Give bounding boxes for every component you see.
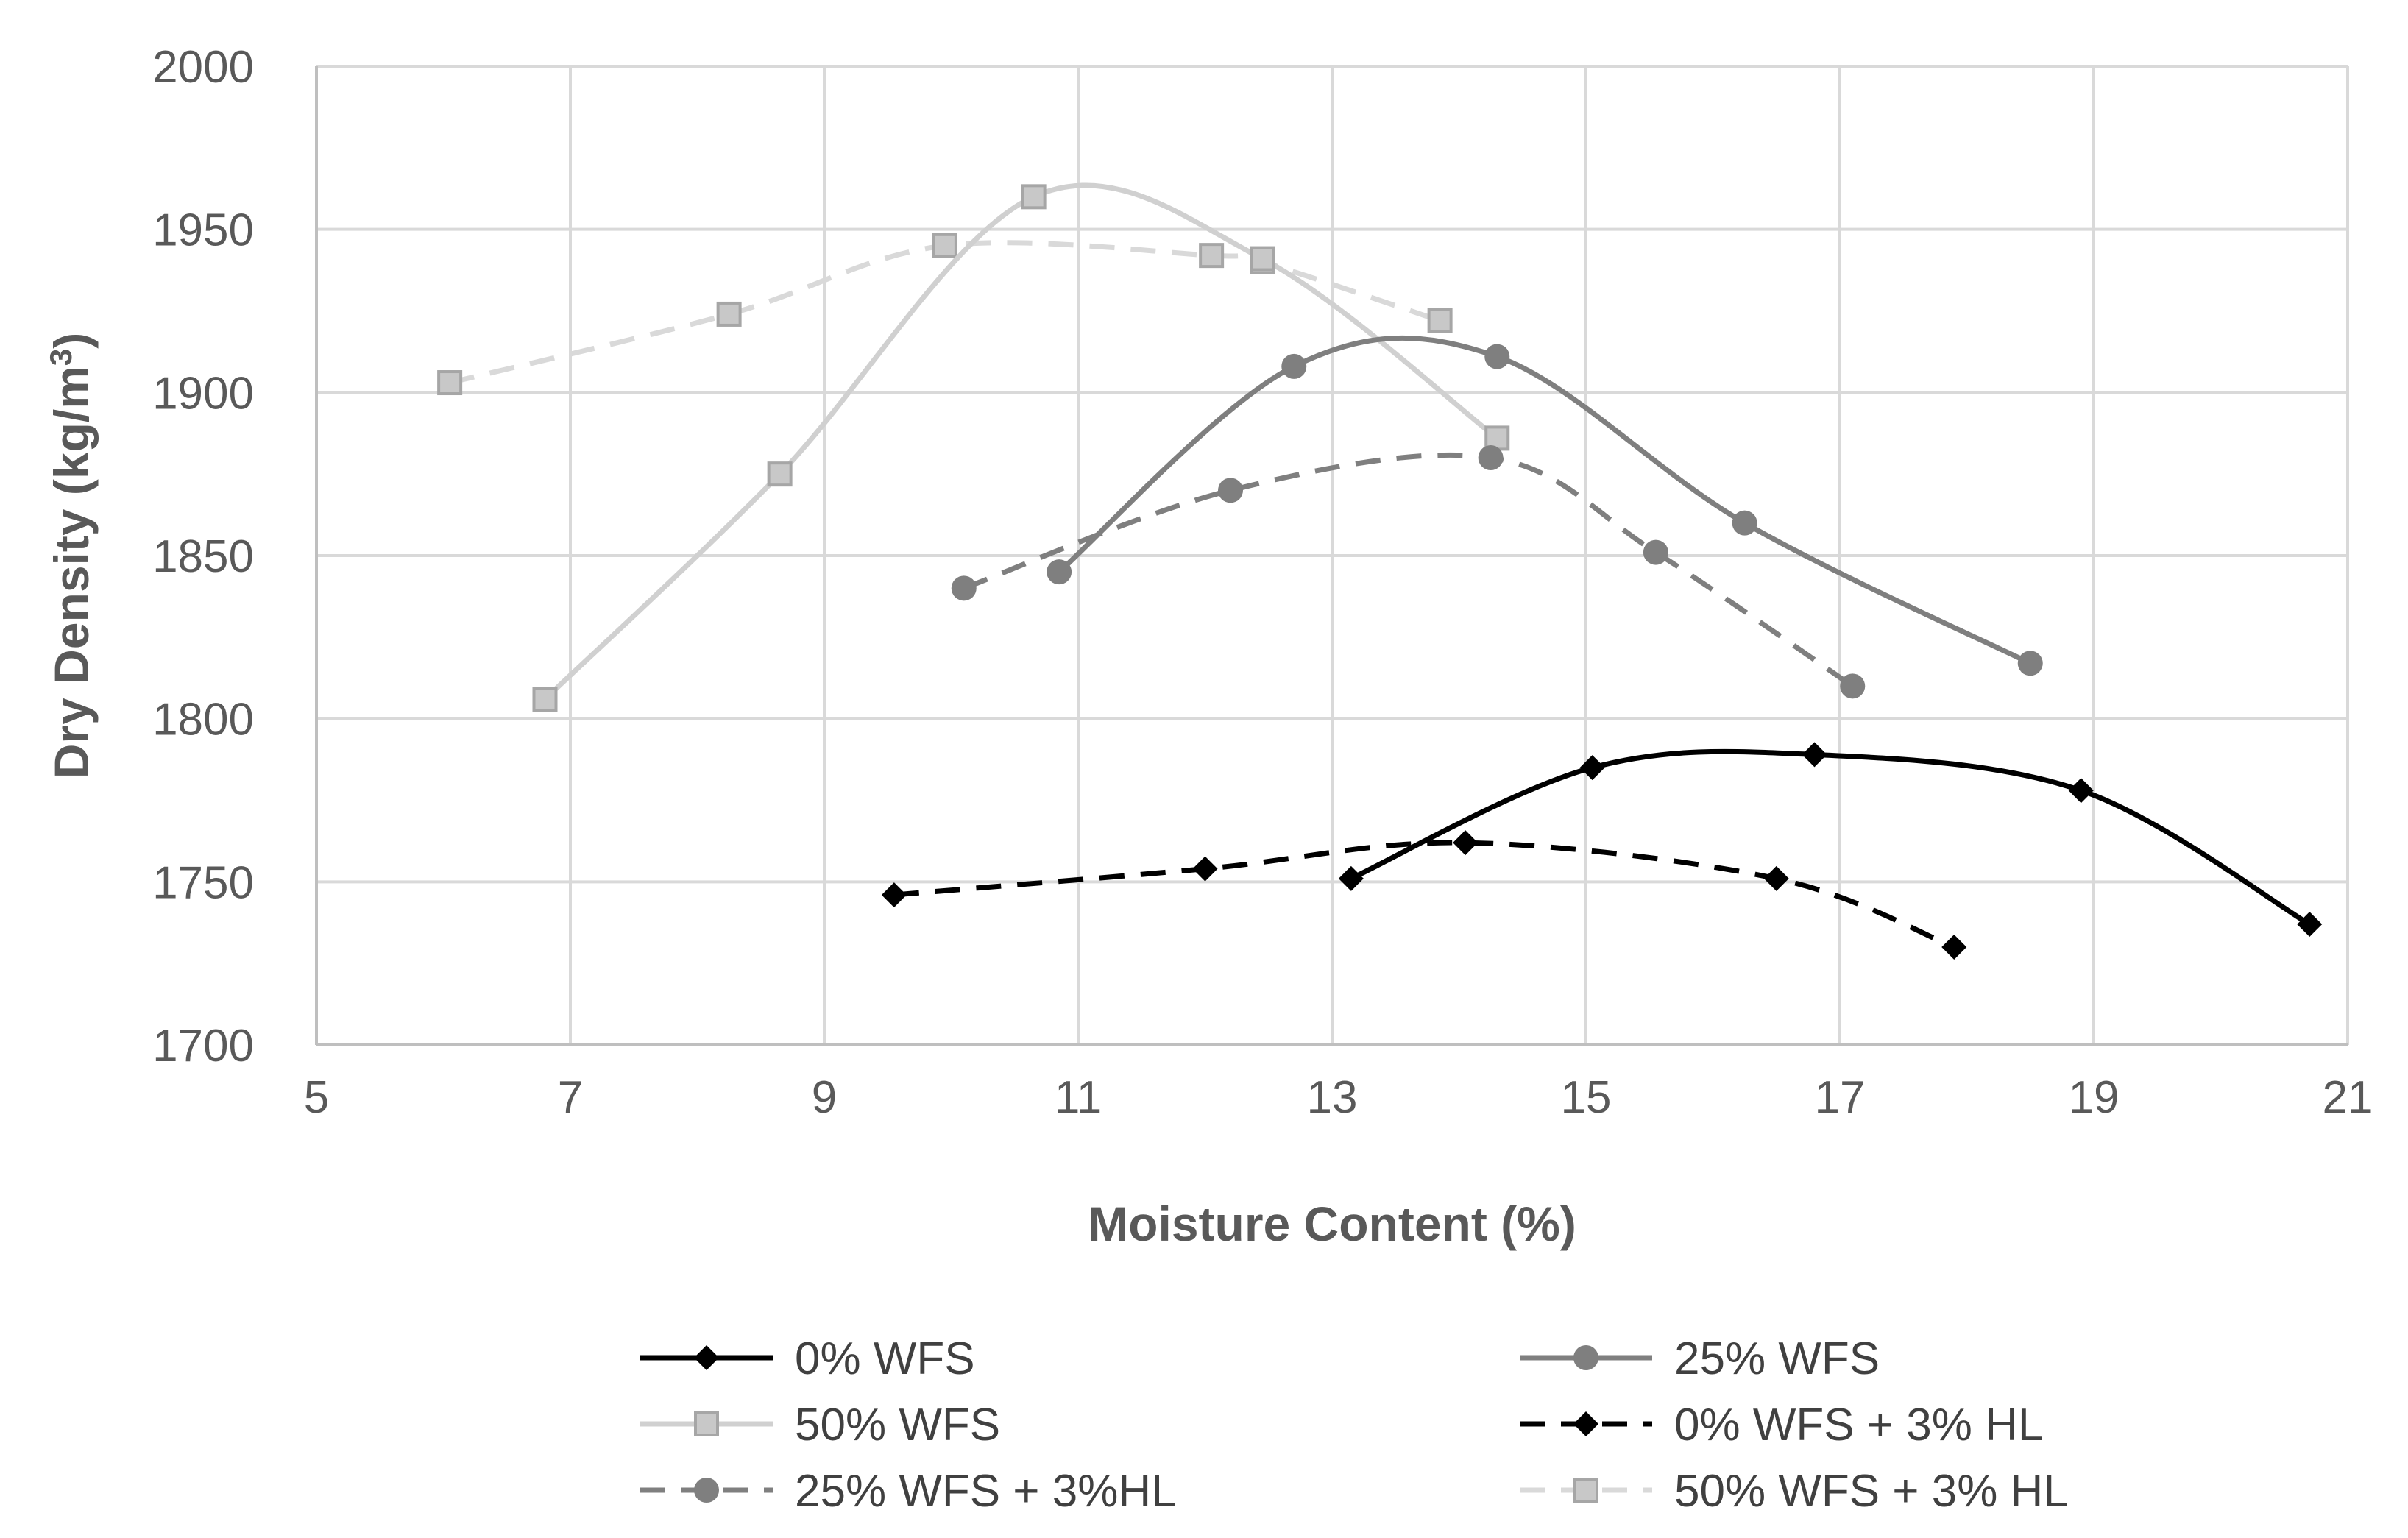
series-line bbox=[1350, 748, 2312, 926]
legend-label: 25% WFS bbox=[1674, 1333, 1880, 1384]
legend-label: 0% WFS + 3% HL bbox=[1674, 1400, 2043, 1450]
legend-marker bbox=[694, 1345, 719, 1370]
data-point bbox=[1199, 243, 1225, 269]
y-tick-label: 1800 bbox=[152, 695, 254, 745]
x-tick-label: 21 bbox=[2323, 1072, 2373, 1123]
legend-marker bbox=[1573, 1478, 1598, 1503]
series-3 bbox=[881, 830, 1967, 960]
data-point bbox=[1643, 539, 1668, 565]
y-tick-label: 1850 bbox=[152, 531, 254, 582]
data-point bbox=[881, 882, 907, 908]
data-point bbox=[1453, 830, 1479, 856]
data-point bbox=[437, 370, 463, 396]
x-tick-label: 15 bbox=[1561, 1072, 1612, 1123]
data-point bbox=[1478, 445, 1504, 470]
series-group bbox=[437, 182, 2323, 960]
legend-label: 25% WFS + 3%HL bbox=[795, 1466, 1177, 1517]
legend-marker bbox=[694, 1478, 719, 1503]
x-tick-label: 11 bbox=[1055, 1072, 1102, 1123]
y-tick-label: 1750 bbox=[152, 857, 254, 908]
legend-item: 50% WFS bbox=[640, 1400, 1000, 1450]
legend-item: 0% WFS + 3% HL bbox=[1520, 1400, 2043, 1450]
legend-marker bbox=[1573, 1411, 1598, 1436]
y-tick-label: 1950 bbox=[152, 205, 254, 256]
data-point bbox=[1427, 308, 1453, 333]
axes bbox=[315, 66, 2348, 1046]
series-line bbox=[963, 452, 1855, 689]
y-tick-label: 2000 bbox=[152, 42, 254, 93]
legend-label: 50% WFS bbox=[795, 1400, 1000, 1450]
legend-item: 50% WFS + 3% HL bbox=[1520, 1466, 2069, 1517]
data-point bbox=[532, 687, 558, 712]
series-2 bbox=[532, 182, 1510, 712]
data-point bbox=[1250, 246, 1275, 272]
legend-marker bbox=[1573, 1345, 1598, 1370]
data-point bbox=[1338, 865, 1364, 891]
series-1 bbox=[1047, 335, 2043, 676]
x-tick-label: 17 bbox=[1815, 1072, 1866, 1123]
legend-marker bbox=[694, 1411, 719, 1436]
data-point bbox=[932, 233, 957, 258]
x-tick-label: 9 bbox=[812, 1072, 837, 1123]
data-point bbox=[1763, 865, 1789, 891]
y-axis-title: Dry Density (kg/m3) bbox=[43, 333, 99, 779]
data-point bbox=[1579, 755, 1605, 781]
data-point bbox=[1192, 856, 1218, 882]
series-4 bbox=[951, 445, 1866, 699]
data-point bbox=[1281, 353, 1307, 379]
data-point bbox=[2017, 651, 2043, 676]
series-line bbox=[1057, 335, 2032, 666]
series-0 bbox=[1338, 742, 2323, 937]
series-line bbox=[893, 840, 1955, 950]
data-point bbox=[1484, 344, 1510, 369]
x-tick-label: 13 bbox=[1307, 1072, 1358, 1123]
x-tick-label: 7 bbox=[558, 1072, 583, 1123]
data-point bbox=[2068, 778, 2094, 804]
data-point bbox=[1732, 510, 1757, 536]
x-tick-label: 5 bbox=[304, 1072, 329, 1123]
data-point bbox=[1218, 478, 1243, 503]
legend-item: 25% WFS + 3%HL bbox=[640, 1466, 1177, 1517]
data-point bbox=[1021, 184, 1047, 210]
gridlines bbox=[315, 65, 2349, 1046]
y-tick-label: 1900 bbox=[152, 368, 254, 419]
data-point bbox=[1802, 742, 1827, 768]
data-point bbox=[716, 301, 742, 327]
data-point bbox=[767, 461, 793, 487]
data-point bbox=[2297, 911, 2323, 937]
legend-item: 25% WFS bbox=[1520, 1333, 1880, 1384]
y-tick-label: 1700 bbox=[152, 1021, 254, 1071]
data-point bbox=[1047, 559, 1072, 585]
data-point bbox=[1840, 673, 1866, 699]
legend: 0% WFS 25% WFS 50% WFS 0% WFS + 3% HL 25% WF… bbox=[640, 1333, 2069, 1517]
series-line bbox=[543, 182, 1499, 701]
legend-label: 0% WFS bbox=[795, 1333, 975, 1384]
x-axis-title: Moisture Content (%) bbox=[1088, 1197, 1576, 1251]
data-point bbox=[951, 575, 977, 601]
tick-labels: 5 7 9 11 13 15 17 19 21 1700 1750 1800 1850 1900 1950 2… bbox=[152, 42, 2373, 1123]
legend-label: 50% WFS + 3% HL bbox=[1674, 1466, 2069, 1517]
x-tick-label: 19 bbox=[2069, 1072, 2120, 1123]
legend-item: 0% WFS bbox=[640, 1333, 975, 1384]
data-point bbox=[1941, 935, 1967, 960]
